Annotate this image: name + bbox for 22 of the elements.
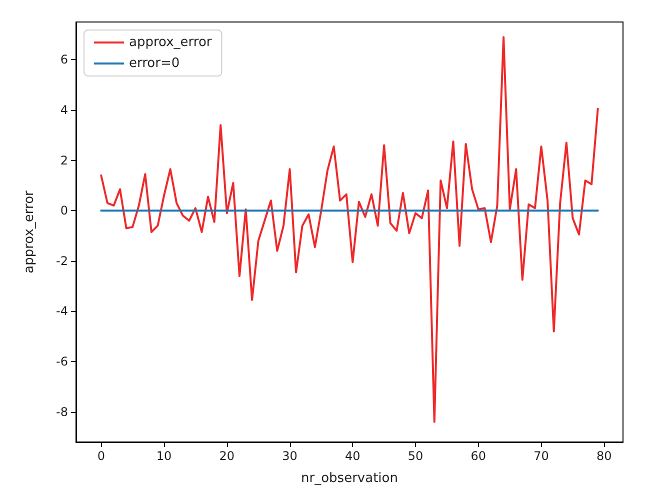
y-tick-label: -8 [56, 404, 68, 419]
x-tick-label: 0 [97, 449, 105, 463]
x-axis-title: nr_observation [301, 471, 398, 486]
x-tick-label: 80 [596, 449, 612, 463]
y-tick-label: 0 [60, 204, 68, 218]
y-tick-label: -6 [56, 354, 68, 369]
y-tick-label: -2 [56, 254, 68, 268]
y-tick-label: 6 [60, 52, 68, 67]
y-tick-label: 2 [60, 153, 68, 168]
x-tick-label: 30 [282, 449, 298, 463]
x-tick-label: 50 [408, 449, 424, 463]
y-tick-label: 4 [60, 103, 68, 118]
x-tick-label: 10 [156, 449, 172, 463]
x-tick-label: 20 [219, 449, 235, 463]
x-tick-label: 70 [534, 449, 549, 463]
legend-label: approx_error [129, 35, 212, 50]
x-tick-label: 60 [470, 449, 486, 463]
x-tick-label: 40 [345, 449, 360, 463]
line-series [100, 36, 599, 423]
y-tick-label: -4 [56, 304, 68, 318]
y-axis-title: approx_error [22, 190, 37, 274]
legend-label: error=0 [129, 56, 180, 71]
